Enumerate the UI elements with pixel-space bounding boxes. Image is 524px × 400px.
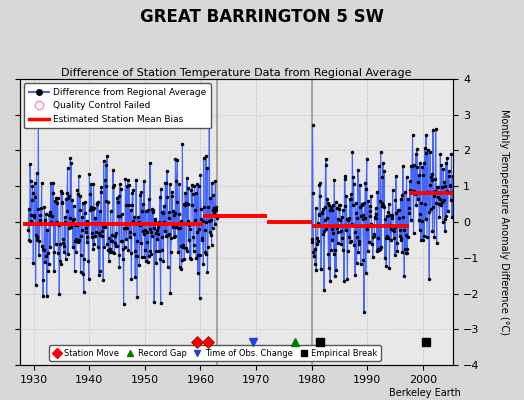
Title: Difference of Station Temperature Data from Regional Average: Difference of Station Temperature Data f… (61, 68, 412, 78)
Text: Berkeley Earth: Berkeley Earth (389, 388, 461, 398)
Text: GREAT BARRINGTON 5 SW: GREAT BARRINGTON 5 SW (140, 8, 384, 26)
Legend: Station Move, Record Gap, Time of Obs. Change, Empirical Break: Station Move, Record Gap, Time of Obs. C… (49, 346, 380, 361)
Y-axis label: Monthly Temperature Anomaly Difference (°C): Monthly Temperature Anomaly Difference (… (499, 109, 509, 335)
